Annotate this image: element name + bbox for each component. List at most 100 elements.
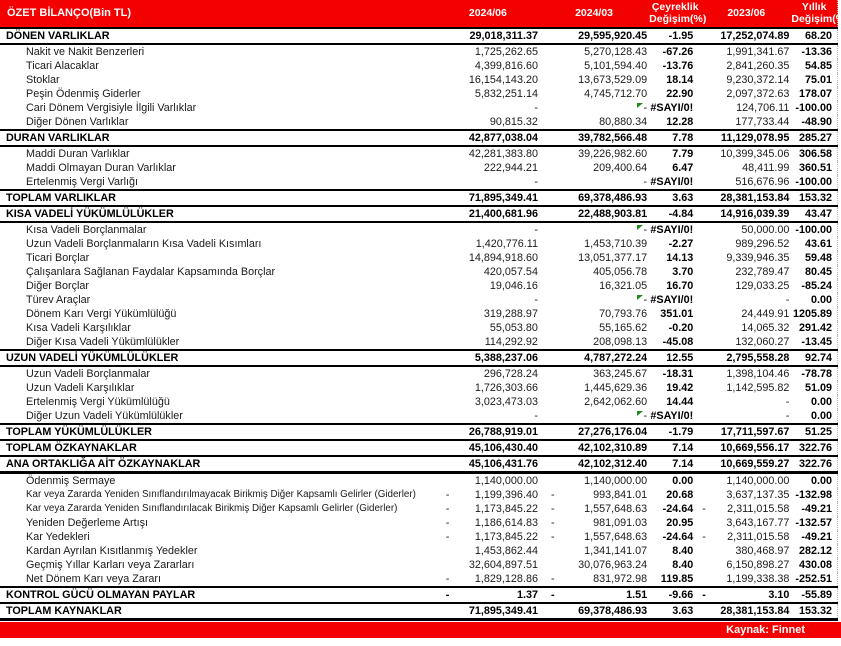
table-row: Diğer Uzun Vadeli Yükümlülükler - - #SAYI/0…	[0, 409, 838, 424]
cell-value: -132.98	[795, 489, 832, 501]
cell-2024-03: 363,245.67	[539, 366, 649, 381]
cell-value: 7.78	[672, 132, 694, 144]
cell-yillik-degisim: 75.01	[791, 73, 837, 87]
cell-value: 5,832,251.14	[474, 88, 538, 100]
cell-2024-06: -	[437, 222, 539, 237]
cell-value: 69,378,486.93	[578, 605, 648, 617]
column-header-2023-06: 2023/06	[701, 0, 792, 28]
cell-ceyreklik-degisim: #SAYI/0!	[637, 222, 701, 237]
cell-2024-06: 1,453,862.44	[437, 544, 539, 558]
report-title: ÖZET BİLANÇO(Bin TL)	[0, 0, 437, 28]
cell-2024-06: - 1,173,845.22	[437, 502, 539, 516]
cell-value: 55,053.80	[489, 322, 538, 334]
table-row: UZUN VADELİ YÜKÜMLÜLÜKLER 5,388,237.06 4,7…	[0, 349, 838, 367]
cell-value: -	[643, 410, 648, 422]
cell-2023-06: -	[701, 409, 791, 424]
cell-2024-03: 1,140,000.00	[539, 473, 649, 489]
cell-value: 48,411.99	[742, 162, 790, 174]
table-row: Ticari Alacaklar 4,399,816.60 5,101,594.40…	[0, 59, 838, 73]
cell-value: 1,140,000.00	[474, 475, 538, 487]
cell-value: 380,468.97	[735, 545, 790, 557]
cell-value: 92.74	[804, 352, 832, 364]
cell-2024-03: -	[539, 175, 649, 190]
cell-2024-03: 42,102,310.89	[538, 439, 650, 457]
cell-ceyreklik-degisim: -67.26	[649, 44, 701, 59]
negative-sign: -	[550, 589, 555, 601]
cell-value: 153.32	[798, 192, 832, 204]
cell-value: 4,787,272.24	[584, 352, 648, 364]
cell-2023-06: 24,449.91	[701, 307, 791, 321]
table-row: Türev Araçlar - - #SAYI/0! -0.00	[0, 293, 838, 307]
cell-value: 24,449.91	[741, 308, 790, 320]
cell-value: 80,880.34	[599, 116, 648, 128]
negative-sign: -	[550, 489, 555, 501]
row-label: Diğer Kısa Vadeli Yükümlülükler	[26, 336, 180, 348]
table-row: Maddi Duran Varlıklar 42,281,383.80 39,226…	[0, 146, 838, 161]
cell-value: 351.01	[660, 308, 694, 320]
cell-value: 5,270,128.43	[584, 46, 648, 58]
cell-ceyreklik-degisim: #SAYI/0!	[637, 409, 701, 424]
cell-2023-06: 989,296.52	[701, 237, 791, 251]
cell-value: 19.42	[666, 382, 694, 394]
row-label: Peşin Ödenmiş Giderler	[26, 88, 141, 100]
cell-2024-03: -	[539, 101, 649, 115]
cell-2023-06: 2,795,558.28	[701, 349, 792, 367]
cell-2024-06: 55,053.80	[437, 321, 539, 335]
cell-value: 17,711,597.67	[720, 426, 790, 438]
cell-value: 43.61	[804, 238, 832, 250]
row-label: DURAN VARLIKLAR	[0, 129, 437, 147]
cell-2024-06: 45,106,430.40	[436, 439, 539, 457]
cell-value: 16.70	[666, 280, 694, 292]
cell-value: 19,046.16	[489, 280, 538, 292]
cell-2024-03: 16,321.05	[539, 279, 649, 293]
negative-sign: -	[445, 589, 450, 601]
cell-yillik-degisim: 306.58	[791, 146, 837, 161]
cell-2024-06: 90,815.32	[437, 115, 539, 130]
cell-yillik-degisim: 68.20	[791, 27, 838, 45]
cell-value: 2,795,558.28	[726, 352, 790, 364]
cell-value: 17,252,074.89	[720, 30, 790, 42]
table-row: Kısa Vadeli Karşılıklar 55,053.80 55,165.6…	[0, 321, 838, 335]
cell-yillik-degisim: 285.27	[791, 129, 838, 147]
cell-value: 114,292.92	[484, 336, 538, 348]
cell-2024-06: - 1.37	[436, 586, 539, 604]
row-label: ANA ORTAKLIĞA AİT ÖZKAYNAKLAR	[0, 455, 437, 474]
cell-value: -252.51	[795, 573, 832, 585]
cell-2024-03: 22,488,903.81	[538, 205, 650, 223]
cell-value: 0.00	[810, 475, 832, 487]
table-row: KISA VADELİ YÜKÜMLÜLÜKLER 21,400,681.96 22…	[0, 205, 838, 223]
cell-value: 45,106,431.76	[468, 458, 538, 470]
cell-value: 1,453,710.39	[584, 238, 648, 250]
cell-value: 42,102,310.89	[578, 442, 648, 454]
cell-value: 9,230,372.14	[726, 74, 790, 86]
cell-2024-03: 208,098.13	[539, 335, 649, 350]
cell-2023-06: - 2,311,015.58	[701, 502, 791, 516]
table-row: Çalışanlara Sağlanan Faydalar Kapsamında…	[0, 265, 838, 279]
negative-sign: -	[445, 531, 450, 543]
cell-ceyreklik-degisim: -45.08	[649, 335, 701, 350]
cell-2023-06: 48,411.99	[701, 161, 791, 175]
cell-value: 90,815.32	[489, 116, 538, 128]
cell-value: 322.76	[798, 442, 832, 454]
cell-value: -	[534, 102, 538, 114]
cell-2024-03: 5,101,594.40	[539, 59, 649, 73]
cell-value: 7.14	[672, 442, 694, 454]
cell-yillik-degisim: -252.51	[791, 572, 837, 587]
cell-ceyreklik-degisim: 7.78	[649, 129, 702, 147]
cell-value: -	[534, 224, 538, 236]
cell-value: 8.40	[672, 545, 694, 557]
cell-value: -	[534, 294, 538, 306]
cell-2023-06: 516,676.96	[701, 175, 791, 190]
cell-2023-06: 14,065.32	[701, 321, 791, 335]
cell-2023-06: 129,033.25	[701, 279, 791, 293]
cell-yillik-degisim: 282.12	[791, 544, 837, 558]
cell-value: 1,420,776.11	[475, 238, 538, 250]
row-label: Kar veya Zararda Yeniden Sınıflandırılac…	[26, 503, 398, 514]
cell-value: 1,725,262.65	[474, 46, 538, 58]
cell-2024-06: -	[437, 175, 539, 190]
cell-2023-06: 132,060.27	[701, 335, 791, 350]
cell-2024-06: - 1,173,845.22	[437, 530, 539, 544]
cell-2024-06: 319,288.97	[437, 307, 539, 321]
table-row: TOPLAM ÖZKAYNAKLAR 45,106,430.40 42,102,31…	[0, 439, 838, 457]
cell-value: 29,595,920.45	[578, 30, 648, 42]
